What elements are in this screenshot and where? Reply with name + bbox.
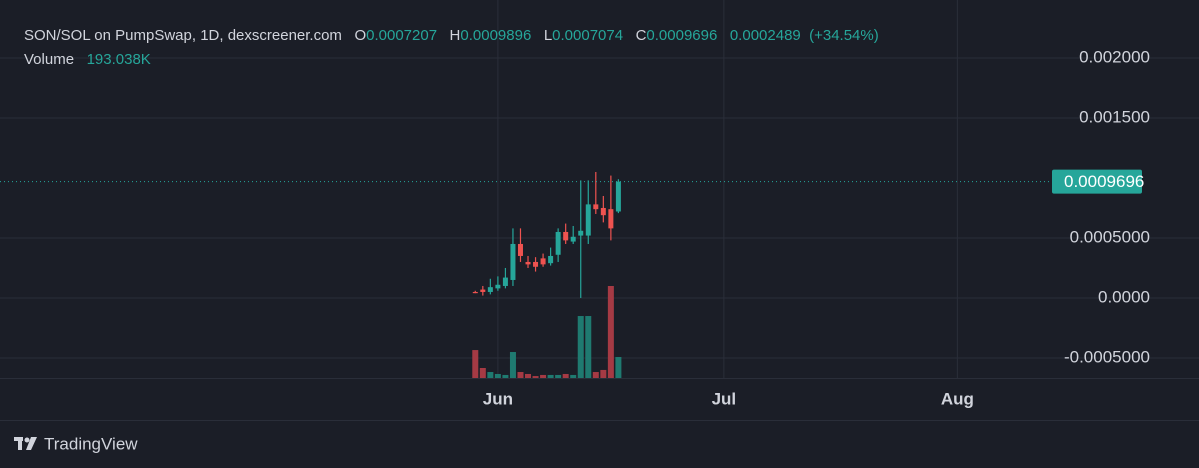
volume-bar — [562, 373, 569, 378]
volume-value: 193.038K — [86, 51, 151, 68]
high-value: 0.0009896 — [460, 27, 532, 44]
candle-body — [615, 181, 621, 212]
volume-bar — [592, 372, 599, 378]
ohlc-letter: H — [449, 27, 461, 44]
candle-body — [533, 261, 539, 267]
volume-bar — [607, 286, 614, 378]
volume-bar — [585, 316, 592, 378]
legend-row: Volume 193.038K — [24, 48, 879, 72]
ohlc-letter: L — [543, 27, 553, 44]
candle-body — [487, 287, 493, 292]
x-tick-label: Jul — [712, 389, 737, 408]
legend: SON/SOL on PumpSwap, 1D, dexscreener.com… — [24, 24, 879, 72]
candle-body — [585, 204, 591, 236]
y-tick-label: 0.002000 — [1079, 47, 1150, 66]
open-value: 0.0007207 — [366, 27, 438, 44]
candle-body — [578, 230, 584, 236]
title: SON/SOL on PumpSwap, 1D, dexscreener.com — [24, 27, 342, 44]
x-tick-label: Jun — [483, 389, 513, 408]
candle-body — [548, 255, 554, 264]
volume-bar — [502, 374, 509, 378]
candle-body — [502, 277, 508, 286]
volume-bar — [547, 374, 554, 378]
volume-bar — [517, 372, 524, 378]
ohlc-letter: O — [354, 27, 367, 44]
candle-body — [480, 289, 486, 292]
volume-bar — [570, 374, 577, 378]
y-tick-label: 0.0005000 — [1070, 227, 1150, 246]
volume-bar — [487, 372, 494, 378]
volume-bar — [600, 369, 607, 378]
volume-bar — [509, 352, 516, 378]
candle-body — [563, 231, 569, 241]
volume-bar — [525, 373, 532, 378]
candle-body — [570, 236, 576, 242]
volume-bar — [615, 357, 622, 378]
y-tick-label: -0.0005000 — [1064, 347, 1150, 366]
legend-row: SON/SOL on PumpSwap, 1D, dexscreener.com… — [24, 24, 879, 48]
candle-body — [600, 207, 606, 216]
logo — [14, 437, 37, 450]
volume-bar — [472, 350, 479, 378]
candle-body — [608, 209, 614, 229]
last-price-label: 0.0009696 — [1064, 172, 1144, 191]
y-tick-label: 0.0000 — [1098, 287, 1150, 306]
volume-bar — [555, 374, 562, 378]
candle-body — [593, 204, 599, 210]
candle-body — [517, 243, 523, 256]
candle-body — [525, 261, 531, 265]
branding: TradingView — [44, 434, 138, 453]
candle-body — [472, 291, 478, 294]
volume-bar — [494, 373, 501, 378]
candle-body — [510, 243, 516, 280]
ohlc-letter: C — [635, 27, 647, 44]
candle-body — [555, 231, 561, 255]
volume-bar — [577, 316, 584, 378]
candle-body — [495, 284, 501, 289]
x-tick-label: Aug — [941, 389, 974, 408]
volume-bar — [479, 367, 486, 378]
last-price-box — [1052, 169, 1142, 194]
change-label: (+34.54%) — [809, 27, 879, 44]
close-value: 0.0009696 — [646, 27, 718, 44]
low-value: 0.0007074 — [552, 27, 624, 44]
volume-bar — [532, 376, 539, 378]
change-value: 0.0002489 — [729, 27, 801, 44]
volume-bar — [540, 374, 547, 378]
candle-body — [540, 258, 546, 265]
y-tick-label: 0.001500 — [1079, 107, 1150, 126]
volume-title: Volume — [24, 51, 75, 68]
